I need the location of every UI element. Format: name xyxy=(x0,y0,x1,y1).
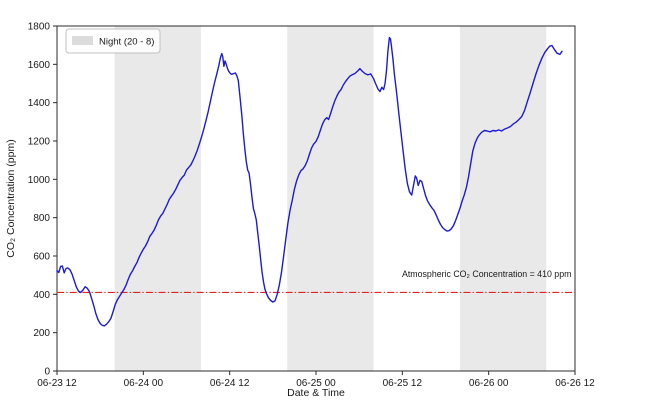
x-tick-label: 06-26 00 xyxy=(469,378,509,389)
legend: Night (20 - 8) xyxy=(65,28,161,54)
x-tick-label: 06-25 12 xyxy=(383,378,423,389)
x-tick-label: 06-24 00 xyxy=(124,378,164,389)
x-axis-ticks: 06-23 12 06-24 00 06-24 12 06-25 00 06-25 12… xyxy=(37,371,595,389)
legend-night-label: Night (20 - 8) xyxy=(99,37,154,48)
x-tick-label: 06-25 00 xyxy=(296,378,336,389)
annotation-text: Atmospheric CO₂ Concentration = 410 ppm xyxy=(402,269,571,279)
y-tick-label: 800 xyxy=(33,213,50,224)
night-band xyxy=(114,26,201,371)
y-tick-label: 1200 xyxy=(28,137,51,148)
y-tick-label: 1800 xyxy=(28,22,51,33)
co2-concentration-line xyxy=(56,36,563,327)
y-axis-label: CO₂ Concentration (ppm) xyxy=(5,139,17,257)
legend-night-swatch xyxy=(72,36,93,45)
x-tick-label: 06-26 12 xyxy=(555,378,595,389)
x-tick-label: 06-24 12 xyxy=(210,378,250,389)
x-tick-label: 06-23 12 xyxy=(37,378,77,389)
night-band xyxy=(287,26,374,371)
y-tick-label: 0 xyxy=(44,367,50,378)
y-tick-label: 600 xyxy=(33,252,50,263)
y-tick-label: 1600 xyxy=(28,60,51,71)
night-band xyxy=(459,26,547,371)
night-bands xyxy=(114,26,547,371)
x-axis-label: Date & Time xyxy=(287,387,345,399)
y-axis-ticks: 0 200 400 600 800 1000 1200 1400 1600 1800 xyxy=(28,22,57,378)
y-tick-label: 200 xyxy=(33,328,50,339)
legend-box xyxy=(65,28,161,54)
y-tick-label: 1400 xyxy=(28,98,51,109)
y-tick-label: 400 xyxy=(33,290,50,301)
y-tick-label: 1000 xyxy=(28,175,51,186)
